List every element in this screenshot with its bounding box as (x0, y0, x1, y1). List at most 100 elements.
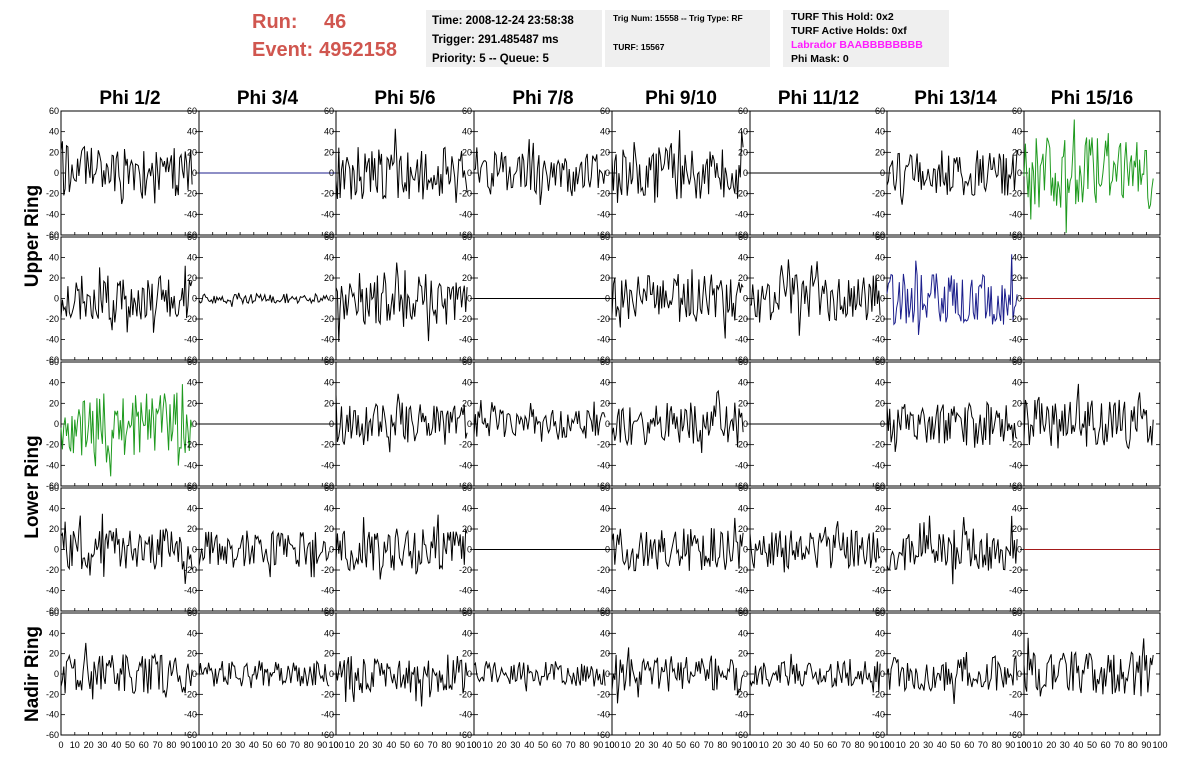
ytick-label-r5c8-20: 20 (1012, 649, 1022, 659)
xtick-label-c2-100: 100 (328, 740, 343, 750)
ytick-label-r5c1-40: 40 (49, 628, 59, 638)
cell-frame-r5c8 (1023, 612, 1161, 736)
waveform-r5c5 (611, 647, 744, 704)
ytick-label-r1c6-40: 40 (738, 127, 748, 137)
cell-frame-r3c8 (1023, 361, 1161, 487)
xtick-label-c7-0: 0 (884, 740, 889, 750)
ytick-label-r2c2--20: -20 (184, 314, 197, 324)
cell-frame-r1c1 (60, 110, 200, 236)
xtick-label-c8-30: 30 (1060, 740, 1070, 750)
ytick-label-r2c4-0: 0 (467, 294, 472, 304)
ytick-label-r1c3--60: -60 (321, 230, 334, 240)
ytick-label-r5c6-0: 0 (743, 669, 748, 679)
trig-num-text: Trig Num: 15558 -- Trig Type: RF (613, 13, 743, 23)
phi-mask-text: Phi Mask: 0 (791, 53, 849, 65)
ytick-label-r5c7--40: -40 (872, 710, 885, 720)
waveform-r5c2 (198, 660, 330, 689)
ytick-label-r5c6-40: 40 (738, 628, 748, 638)
ytick-label-r5c5-60: 60 (600, 608, 610, 618)
ytick-label-r3c4-0: 0 (467, 419, 472, 429)
ytick-label-r4c4-40: 40 (462, 504, 472, 514)
ytick-label-r3c3-60: 60 (324, 357, 334, 367)
ytick-label-r2c8-40: 40 (1012, 253, 1022, 263)
ytick-label-r4c1--40: -40 (46, 586, 59, 596)
ytick-label-r1c3-0: 0 (329, 168, 334, 178)
ytick-label-r4c3--20: -20 (321, 565, 334, 575)
ytick-label-r3c4-40: 40 (462, 378, 472, 388)
ytick-label-r1c8--40: -40 (1009, 209, 1022, 219)
xtick-label-c8-70: 70 (1114, 740, 1124, 750)
xtick-label-c5-80: 80 (717, 740, 727, 750)
labrador-text: Labrador BAABBBBBBBB (791, 39, 923, 51)
run-label: Run: (252, 11, 298, 33)
waveform-r3c4 (473, 399, 606, 442)
ytick-label-r2c6--40: -40 (735, 335, 748, 345)
xtick-label-c5-20: 20 (635, 740, 645, 750)
ytick-label-r5c5-0: 0 (605, 669, 610, 679)
ytick-label-r3c6--20: -20 (735, 440, 748, 450)
ytick-label-r5c4--60: -60 (459, 730, 472, 740)
ytick-label-r5c5--40: -40 (597, 710, 610, 720)
xtick-label-c6-30: 30 (786, 740, 796, 750)
ytick-label-r1c5--60: -60 (597, 230, 610, 240)
ytick-label-r5c5-40: 40 (600, 628, 610, 638)
ytick-label-r5c8--20: -20 (1009, 689, 1022, 699)
ytick-label-r3c2-40: 40 (187, 378, 197, 388)
ytick-label-r5c3--40: -40 (321, 710, 334, 720)
ytick-label-r4c5-20: 20 (600, 524, 610, 534)
ytick-label-r2c2-0: 0 (192, 294, 197, 304)
priority-text: Priority: 5 -- Queue: 5 (432, 53, 549, 65)
ytick-label-r1c1-0: 0 (54, 168, 59, 178)
ytick-label-r5c2-0: 0 (192, 669, 197, 679)
ytick-label-r2c4-40: 40 (462, 253, 472, 263)
ytick-label-r3c1--60: -60 (46, 481, 59, 491)
ytick-label-r4c7-20: 20 (875, 524, 885, 534)
ytick-label-r2c3-60: 60 (324, 232, 334, 242)
ytick-label-r5c3-40: 40 (324, 628, 334, 638)
xtick-label-c3-70: 70 (428, 740, 438, 750)
ytick-label-r2c7-40: 40 (875, 253, 885, 263)
ytick-label-r1c1--40: -40 (46, 209, 59, 219)
ytick-label-r5c5--20: -20 (597, 689, 610, 699)
ytick-label-r3c5-60: 60 (600, 357, 610, 367)
ytick-label-r3c6-40: 40 (738, 378, 748, 388)
ring-label-3: Nadir Ring (22, 626, 43, 722)
ytick-label-r5c2-20: 20 (187, 649, 197, 659)
ytick-label-r5c7--60: -60 (872, 730, 885, 740)
xtick-label-c5-30: 30 (648, 740, 658, 750)
ytick-label-r5c6--20: -20 (735, 689, 748, 699)
xtick-label-c6-60: 60 (827, 740, 837, 750)
ytick-label-r3c1-40: 40 (49, 378, 59, 388)
column-header-5: Phi 9/10 (645, 88, 717, 109)
ytick-label-r2c8-60: 60 (1012, 232, 1022, 242)
ytick-label-r3c8-40: 40 (1012, 378, 1022, 388)
xtick-label-c2-0: 0 (196, 740, 201, 750)
cell-frame-r1c8 (1023, 110, 1161, 236)
xtick-label-c8-10: 10 (1033, 740, 1043, 750)
waveform-r2c6 (749, 259, 881, 336)
ytick-label-r4c4-0: 0 (467, 545, 472, 555)
ytick-label-r4c6--60: -60 (735, 606, 748, 616)
ytick-label-r3c6-20: 20 (738, 398, 748, 408)
xtick-label-c1-30: 30 (97, 740, 107, 750)
ring-label-2: Lower Ring (22, 435, 43, 538)
ytick-label-r4c3--40: -40 (321, 586, 334, 596)
ytick-label-r4c8-0: 0 (1017, 545, 1022, 555)
cell-frame-r2c1 (60, 236, 200, 361)
waveform-r3c8 (1023, 383, 1154, 450)
waveform-r1c3 (335, 128, 468, 203)
waveform-r5c1 (60, 642, 193, 700)
ytick-label-r5c4-60: 60 (462, 608, 472, 618)
ytick-label-r4c7-60: 60 (875, 483, 885, 493)
ytick-label-r4c2-60: 60 (187, 483, 197, 493)
waveform-r4c5 (611, 517, 744, 572)
xtick-label-c6-80: 80 (855, 740, 865, 750)
xtick-label-c2-90: 90 (317, 740, 327, 750)
column-header-8: Phi 15/16 (1051, 88, 1133, 109)
cell-frame-r4c3 (335, 487, 475, 612)
ytick-label-r5c1-0: 0 (54, 669, 59, 679)
ytick-label-r1c7-60: 60 (875, 106, 885, 116)
ytick-label-r3c2-20: 20 (187, 398, 197, 408)
ytick-label-r2c8--60: -60 (1009, 355, 1022, 365)
ytick-label-r5c3-0: 0 (329, 669, 334, 679)
